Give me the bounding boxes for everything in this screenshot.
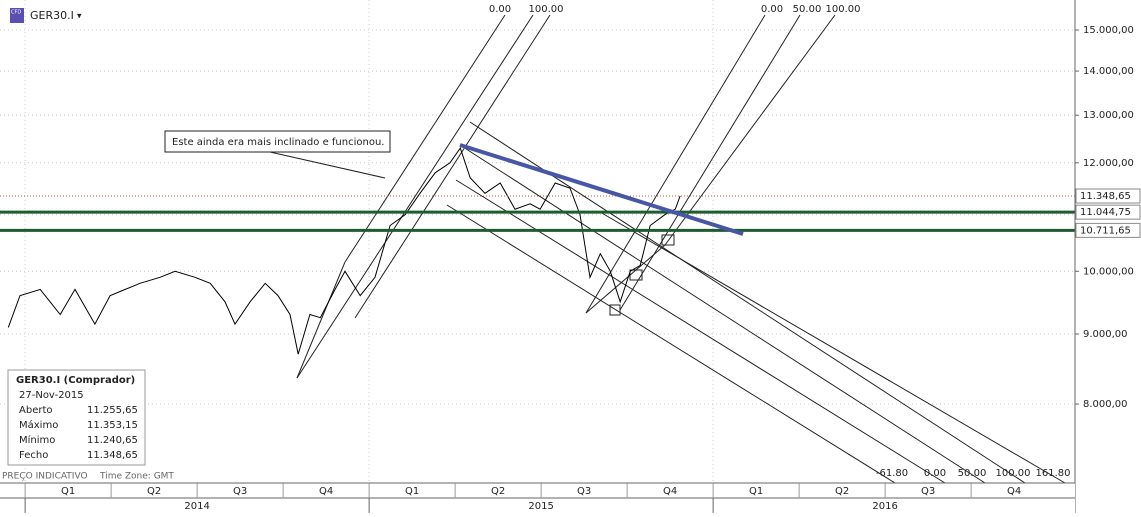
info-label: Máximo (19, 419, 58, 431)
info-value: 11.255,65 (87, 405, 138, 416)
info-date: 27-Nov-2015 (19, 390, 84, 401)
y-tick-label: 10.000,00 (1083, 266, 1134, 277)
level-label: 11.044,75 (1080, 207, 1131, 218)
fib-label: -61.80 (876, 468, 908, 479)
annotation: Este ainda era mais inclinado e funciono… (172, 137, 384, 148)
quarter-label: Q4 (1007, 486, 1021, 497)
symbol-icon (10, 8, 24, 23)
x-tick-label: 2015 (528, 501, 553, 512)
info-title: GER30.I (Comprador) (16, 375, 135, 386)
info-value: 11.348,65 (87, 450, 138, 461)
quarter-label: Q2 (491, 486, 505, 497)
price-note: PREÇO INDICATIVO (2, 472, 88, 482)
info-box (7, 369, 146, 466)
quarter-label: Q2 (147, 486, 161, 497)
timezone: Time Zone: GMT (99, 472, 174, 482)
level-label-box (1075, 188, 1141, 204)
level-label: 11.348,65 (1080, 191, 1131, 202)
price-line (7, 146, 681, 355)
y-tick-label: 12.000,00 (1083, 158, 1134, 169)
quarter-label: Q3 (577, 486, 591, 497)
quarter-label: Q4 (663, 486, 677, 497)
fib-label: 0.00 (761, 4, 783, 15)
quarter-label: Q4 (319, 486, 333, 497)
info-value: 11.240,65 (87, 435, 138, 446)
y-tick-label: 8.000,00 (1083, 399, 1128, 410)
info-label: Mínimo (19, 434, 55, 446)
y-tick-label: 15.000,00 (1083, 25, 1134, 36)
fib-label: 50.00 (958, 468, 987, 479)
y-tick-label: 13.000,00 (1083, 110, 1134, 121)
quarter-label: Q1 (61, 486, 75, 497)
x-tick-label: 2016 (872, 501, 897, 512)
axes: 8.000,009.000,0010.000,0011.000,0012.000… (24, 25, 1141, 513)
fib-label: 100.00 (996, 468, 1031, 479)
level-label: 10.711,65 (1080, 225, 1131, 236)
fib-label: 100.00 (826, 4, 861, 15)
info-value: 11.353,15 (87, 420, 138, 431)
fib-label: 0.00 (489, 4, 511, 15)
fib-label: 100.00 (529, 4, 564, 15)
y-tick-label: 14.000,00 (1083, 66, 1134, 77)
plot (0, 146, 1075, 355)
fib-label: 50.00 (793, 4, 822, 15)
y-tick-label: 9.000,00 (1083, 329, 1128, 340)
quarter-label: Q3 (233, 486, 247, 497)
icon-text: CFD (11, 10, 21, 16)
quarter-label: Q2 (835, 486, 849, 497)
level-label-box (1075, 222, 1141, 238)
drawings (269, 14, 1066, 484)
grid (0, 0, 1075, 483)
trend-line (459, 143, 744, 236)
info-label: Fecho (19, 450, 48, 461)
level-label-box (1075, 204, 1141, 220)
quarter-label: Q3 (921, 486, 935, 497)
dropdown[interactable]: ▾ (77, 12, 82, 22)
fib-label: 0.00 (924, 468, 946, 479)
annotation-box (164, 130, 391, 153)
x-tick-label: 2014 (184, 501, 209, 512)
info-label: Aberto (19, 405, 53, 416)
quarter-label: Q1 (405, 486, 419, 497)
symbol[interactable]: GER30.I (30, 9, 74, 22)
info-rows: Aberto 11.255,65 Máximo 11.353,15 Mínimo 11.2… (19, 405, 138, 461)
quarter-label: Q1 (749, 486, 763, 497)
fib-label: 161.80 (1036, 468, 1071, 479)
